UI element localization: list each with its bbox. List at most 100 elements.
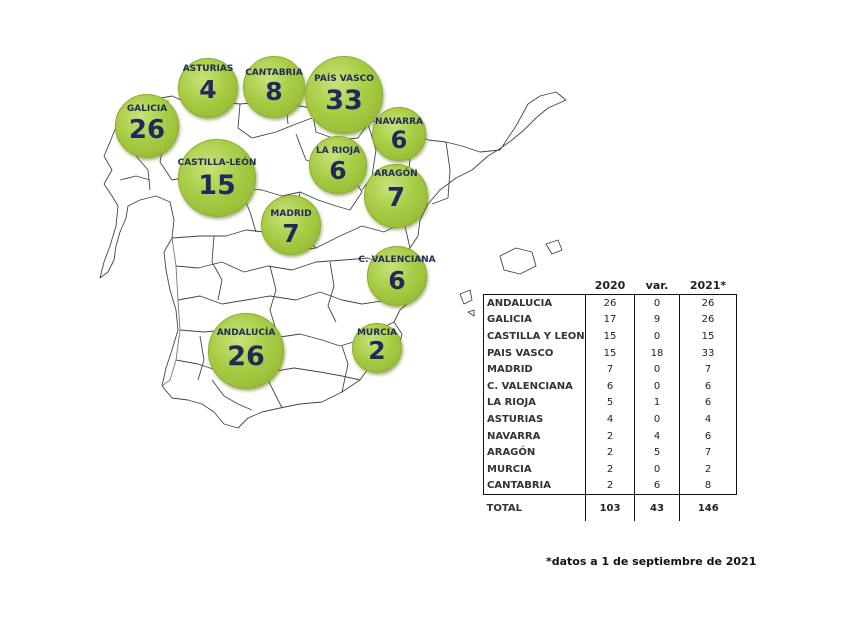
- row-var: 18: [634, 344, 680, 362]
- menorca: [545, 239, 563, 255]
- stats-table: 2020 var. 2021* ANDALUCIA 26 0 26 GALICIA 17 9…: [483, 278, 737, 522]
- bubble-value: 26: [227, 341, 265, 372]
- total-row: TOTAL 103 43 146: [483, 494, 737, 522]
- bubble-value: 7: [282, 219, 300, 248]
- table-row: LA RIOJA 5 1 6: [483, 394, 737, 412]
- bubble-murcia: MURCIA 2: [352, 323, 402, 373]
- total-2021: 146: [697, 502, 719, 514]
- row-var: 0: [634, 411, 680, 428]
- row-region: PAIS VASCO: [483, 344, 586, 362]
- formentera: [467, 309, 475, 317]
- table-row: C. VALENCIANA 6 0 6: [483, 377, 737, 395]
- bubble-value: 7: [386, 183, 406, 213]
- bubble-andalucia: ANDALUCÍA 26: [208, 313, 284, 389]
- bubble-label: CANTABRIA: [245, 68, 303, 78]
- bubble-value: 15: [198, 170, 236, 201]
- header-2021: 2021*: [689, 279, 727, 292]
- row-2020: 2: [585, 444, 635, 461]
- bubble-label: ARAGÓN: [374, 169, 418, 179]
- header-var: var.: [645, 279, 669, 292]
- footnote: *datos a 1 de septiembre de 2021: [546, 555, 757, 568]
- row-2020: 2: [585, 477, 635, 496]
- row-2020: 2: [585, 427, 635, 445]
- bubble-pais-vasco: PAÍS VASCO 33: [305, 56, 383, 134]
- row-var: 6: [634, 477, 680, 496]
- row-2021: 6: [679, 377, 737, 395]
- table-row: ANDALUCIA 26 0 26: [483, 293, 737, 312]
- bubble-label: PAÍS VASCO: [314, 74, 374, 84]
- bubble-castilla-leon: CASTILLA-LEÓN 15: [178, 139, 256, 217]
- row-2020: 26: [585, 293, 635, 312]
- row-2020: 15: [585, 344, 635, 362]
- bubble-label: ASTURIAS: [182, 64, 234, 74]
- total-2020: 103: [585, 494, 635, 522]
- bubble-value: 4: [199, 75, 217, 104]
- total-var: 43: [634, 494, 680, 522]
- row-2021: 26: [679, 311, 737, 329]
- table-row: MURCIA 2 0 2: [483, 460, 737, 478]
- row-var: 1: [634, 394, 680, 412]
- table-row: NAVARRA 2 4 6: [483, 427, 737, 445]
- bubble-value: 6: [390, 126, 408, 154]
- bubble-asturias: ASTURIAS 4: [178, 58, 238, 118]
- row-region: MURCIA: [483, 460, 586, 478]
- row-2021: 2: [679, 460, 737, 478]
- row-2021: 7: [679, 444, 737, 461]
- bubble-navarra: NAVARRA 6: [372, 107, 426, 161]
- header-2020: 2020: [594, 279, 626, 292]
- row-region: NAVARRA: [483, 427, 586, 445]
- bubble-value: 26: [128, 115, 166, 145]
- row-2020: 6: [585, 377, 635, 395]
- table-row: MADRID 7 0 7: [483, 361, 737, 378]
- row-2021: 6: [679, 427, 737, 445]
- table-row: CASTILLA Y LEON 15 0 15: [483, 328, 737, 345]
- table-row: ARAGÓN 2 5 7: [483, 444, 737, 461]
- row-var: 0: [634, 361, 680, 378]
- row-region: CANTABRIA: [483, 477, 586, 496]
- table-row: ASTURIAS 4 0 4: [483, 411, 737, 428]
- table-row: GALICIA 17 9 26: [483, 311, 737, 329]
- row-2020: 2: [585, 460, 635, 478]
- bubble-label: C. VALENCIANA: [358, 255, 436, 265]
- bubble-la-rioja: LA RIOJA 6: [309, 136, 367, 194]
- row-region: C. VALENCIANA: [483, 377, 586, 395]
- bubble-value: 2: [368, 336, 386, 365]
- row-var: 0: [634, 293, 680, 312]
- row-region: ANDALUCIA: [483, 293, 586, 312]
- bubble-label: GALICIA: [126, 104, 168, 114]
- row-region: GALICIA: [483, 311, 586, 329]
- row-2021: 4: [679, 411, 737, 428]
- table-row: CANTABRIA 2 6 8: [483, 477, 737, 496]
- row-2021: 7: [679, 361, 737, 378]
- table-header-row: 2020 var. 2021*: [484, 278, 737, 295]
- row-var: 4: [634, 427, 680, 445]
- bubble-value: 6: [388, 266, 406, 295]
- bubble-madrid: MADRID 7: [261, 195, 321, 255]
- mallorca: [499, 247, 537, 275]
- bubble-label: CASTILLA-LEÓN: [177, 158, 257, 168]
- row-var: 0: [634, 460, 680, 478]
- bubble-label: MURCIA: [356, 328, 398, 338]
- row-var: 5: [634, 444, 680, 461]
- row-2020: 17: [585, 311, 635, 329]
- row-2021: 8: [679, 477, 737, 496]
- row-region: CASTILLA Y LEON: [483, 328, 586, 345]
- bubble-label: NAVARRA: [374, 117, 424, 127]
- row-var: 9: [634, 311, 680, 329]
- row-var: 0: [634, 377, 680, 395]
- row-2020: 15: [585, 328, 635, 345]
- ibiza: [459, 289, 473, 305]
- bubble-label: ANDALUCÍA: [216, 328, 276, 338]
- row-2021: 26: [679, 293, 737, 312]
- bubble-galicia: GALICIA 26: [115, 94, 179, 158]
- table-row: PAIS VASCO 15 18 33: [483, 344, 737, 362]
- row-region: ASTURIAS: [483, 411, 586, 428]
- row-2020: 7: [585, 361, 635, 378]
- row-region: MADRID: [483, 361, 586, 378]
- bubble-aragon: ARAGÓN 7: [364, 164, 428, 228]
- bubble-cantabria: CANTABRIA 8: [243, 56, 305, 118]
- row-region: LA RIOJA: [483, 394, 586, 412]
- bubble-value: 8: [265, 77, 283, 106]
- bubble-value: 6: [329, 156, 347, 185]
- bubble-c-valenciana: C. VALENCIANA 6: [358, 246, 436, 306]
